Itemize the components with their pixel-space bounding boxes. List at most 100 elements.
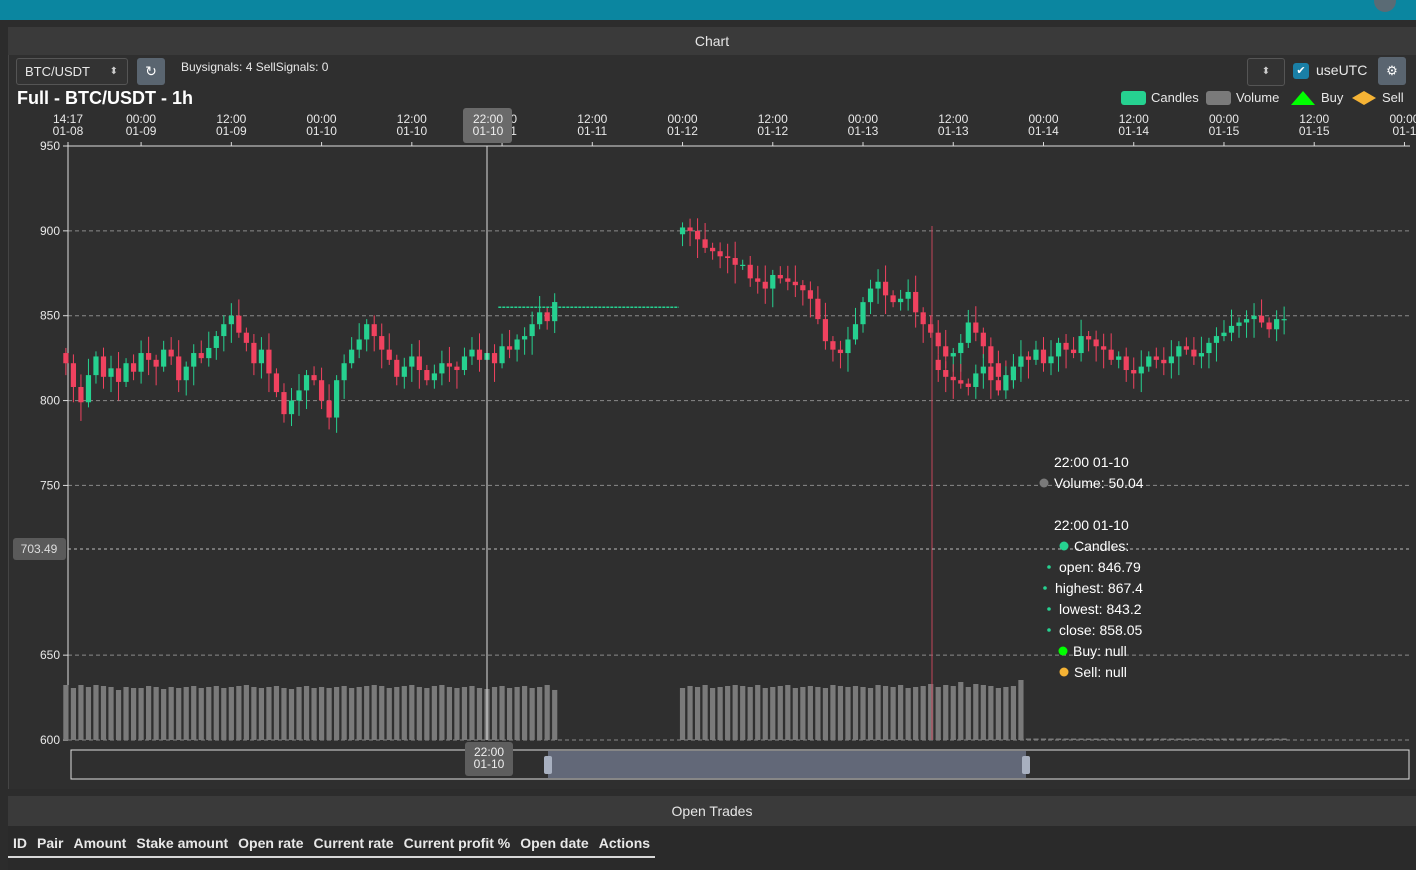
volume-bar[interactable] <box>1266 738 1272 741</box>
candle[interactable] <box>1063 342 1069 350</box>
volume-bar[interactable] <box>153 687 159 740</box>
volume-bar[interactable] <box>1003 738 1009 741</box>
candle[interactable] <box>898 298 904 303</box>
candle[interactable] <box>1138 366 1144 374</box>
volume-bar[interactable] <box>965 738 971 741</box>
col-id[interactable]: ID <box>13 835 27 851</box>
volume-bar[interactable] <box>710 688 716 740</box>
volume-bar[interactable] <box>920 686 926 740</box>
candle[interactable] <box>130 363 137 372</box>
candle[interactable] <box>1146 356 1152 367</box>
volume-bar[interactable] <box>243 685 249 740</box>
volume-bar[interactable] <box>1251 738 1257 741</box>
candle[interactable] <box>867 288 874 303</box>
volume-bar[interactable] <box>1183 738 1189 741</box>
volume-bar[interactable] <box>950 738 956 741</box>
volume-bar[interactable] <box>800 687 806 740</box>
candle[interactable] <box>318 380 325 401</box>
volume-bar[interactable] <box>491 687 498 740</box>
candle[interactable] <box>183 366 189 381</box>
candle[interactable] <box>341 363 347 381</box>
refresh-button[interactable]: ↻ <box>137 58 165 85</box>
candle[interactable] <box>702 239 708 248</box>
col-pair[interactable]: Pair <box>37 835 64 851</box>
candle[interactable] <box>1243 319 1250 323</box>
legend-sell-label[interactable]: Sell <box>1382 90 1404 105</box>
volume-bar[interactable] <box>1063 738 1069 741</box>
volume-bar[interactable] <box>845 687 851 740</box>
candle[interactable] <box>777 274 783 279</box>
volume-bar[interactable] <box>822 688 829 740</box>
candle[interactable] <box>875 281 881 289</box>
candle[interactable] <box>1033 349 1039 360</box>
volume-bar[interactable] <box>1146 738 1152 741</box>
candle[interactable] <box>1168 356 1174 364</box>
candle[interactable] <box>266 349 272 374</box>
candle[interactable] <box>401 366 407 377</box>
candle[interactable] <box>822 319 829 342</box>
zoom-handle-left[interactable] <box>544 756 552 774</box>
volume-bar[interactable] <box>837 686 844 740</box>
candle[interactable] <box>461 356 468 371</box>
volume-bar[interactable] <box>1206 738 1212 741</box>
candle[interactable] <box>537 312 543 325</box>
volume-bar[interactable] <box>228 687 234 740</box>
candle[interactable] <box>206 347 212 359</box>
volume-bar[interactable] <box>890 687 896 740</box>
volume-bar[interactable] <box>401 686 407 740</box>
volume-bar[interactable] <box>958 682 964 740</box>
candle[interactable] <box>837 349 844 354</box>
candle[interactable] <box>409 356 415 367</box>
volume-bar[interactable] <box>1086 738 1092 741</box>
legend-sell-diamond-icon[interactable] <box>1352 91 1376 105</box>
col-current-rate[interactable]: Current rate <box>313 835 394 851</box>
volume-bar[interactable] <box>687 686 693 740</box>
candle[interactable] <box>281 392 287 415</box>
volume-bar[interactable] <box>1018 680 1024 740</box>
volume-bar[interactable] <box>206 687 212 740</box>
volume-bar[interactable] <box>1243 738 1250 741</box>
volume-bar[interactable] <box>529 688 535 740</box>
col-current-profit[interactable]: Current profit % <box>403 835 511 851</box>
candle[interactable] <box>1198 353 1205 357</box>
candle[interactable] <box>1116 356 1122 360</box>
zoom-track[interactable] <box>70 749 1410 780</box>
candle[interactable] <box>1183 346 1189 350</box>
volume-bar[interactable] <box>770 687 776 740</box>
legend-candles-swatch[interactable] <box>1121 91 1146 105</box>
candle[interactable] <box>1266 322 1272 330</box>
volume-bar[interactable] <box>70 688 77 740</box>
candle[interactable] <box>123 363 129 382</box>
data-zoom-slider[interactable]: 22:00 01-10 <box>70 742 1410 780</box>
candle[interactable] <box>85 375 92 403</box>
volume-bar[interactable] <box>988 686 994 740</box>
volume-bar[interactable] <box>146 686 152 740</box>
volume-bar[interactable] <box>446 687 453 740</box>
volume-bar[interactable] <box>935 738 941 741</box>
candle[interactable] <box>845 339 851 354</box>
volume-bar[interactable] <box>454 688 460 740</box>
candle[interactable] <box>747 264 753 279</box>
candle[interactable] <box>935 359 941 371</box>
volume-bar[interactable] <box>78 685 84 740</box>
candle[interactable] <box>138 353 144 372</box>
candle[interactable] <box>506 346 513 350</box>
volume-bar[interactable] <box>476 688 483 740</box>
volume-bar[interactable] <box>1161 738 1167 741</box>
candle[interactable] <box>935 332 941 347</box>
zoom-handle-right[interactable] <box>1022 756 1030 774</box>
candle[interactable] <box>1274 319 1280 330</box>
candle[interactable] <box>1055 342 1062 357</box>
candle[interactable] <box>785 278 791 282</box>
candle[interactable] <box>115 368 122 382</box>
candle[interactable] <box>1108 349 1114 360</box>
col-actions[interactable]: Actions <box>598 835 651 851</box>
candle[interactable] <box>379 336 385 350</box>
candle[interactable] <box>446 363 453 367</box>
volume-bar[interactable] <box>988 738 994 741</box>
volume-bar[interactable] <box>935 687 941 740</box>
volume-bar[interactable] <box>334 687 340 740</box>
volume-bar[interactable] <box>311 688 317 740</box>
volume-bar[interactable] <box>1236 738 1242 741</box>
candle[interactable] <box>890 295 896 303</box>
